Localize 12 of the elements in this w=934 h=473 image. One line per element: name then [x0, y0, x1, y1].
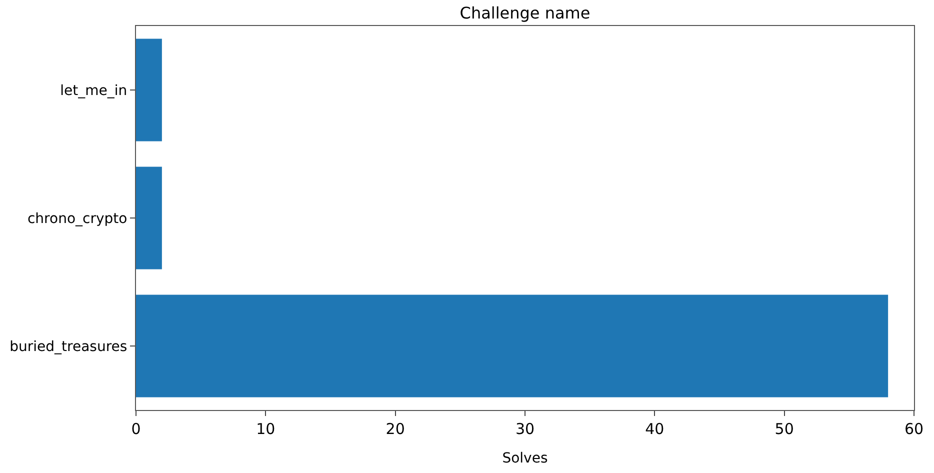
x-tick-label: 60 [904, 420, 924, 438]
y-tick-label: let_me_in [60, 82, 128, 99]
x-tick-label: 20 [386, 420, 405, 438]
x-tick-label: 40 [645, 420, 664, 438]
x-tick-label: 10 [256, 420, 276, 438]
y-tick-label: buried_treasures [10, 338, 128, 355]
x-tick-label: 30 [515, 420, 535, 438]
x-tick-label: 50 [774, 420, 794, 438]
chart-title: Challenge name [460, 3, 590, 22]
x-tick-label: 0 [131, 420, 141, 438]
y-tick-label: chrono_crypto [27, 210, 128, 227]
x-axis-title: Solves [502, 450, 548, 466]
